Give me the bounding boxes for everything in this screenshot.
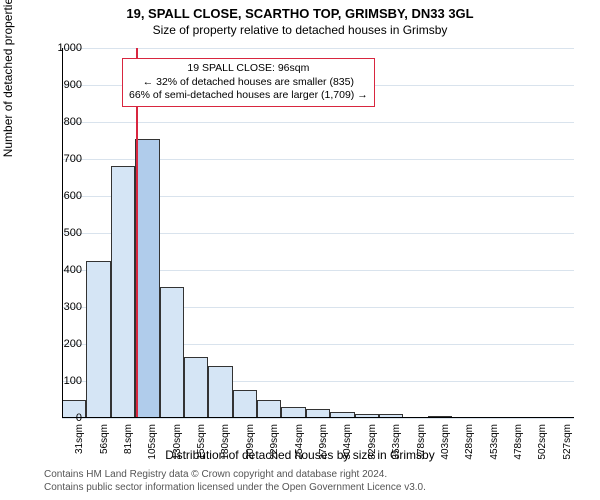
y-axis-title: Number of detached properties — [1, 0, 15, 157]
histogram-bar — [135, 139, 159, 418]
attribution-line2: Contains public sector information licen… — [44, 482, 426, 495]
page-title: 19, SPALL CLOSE, SCARTHO TOP, GRIMSBY, D… — [0, 0, 600, 21]
histogram-chart: 19 SPALL CLOSE: 96sqm ← 32% of detached … — [62, 48, 574, 418]
callout-line3: 66% of semi-detached houses are larger (… — [129, 89, 368, 103]
x-axis-title: Distribution of detached houses by size … — [0, 448, 600, 462]
histogram-bar — [184, 357, 208, 418]
y-tick-label: 300 — [42, 301, 82, 313]
y-tick-label: 600 — [42, 190, 82, 202]
y-tick-label: 1000 — [42, 42, 82, 54]
histogram-bar — [257, 400, 281, 419]
y-tick-label: 200 — [42, 338, 82, 350]
page-subtitle: Size of property relative to detached ho… — [0, 21, 600, 37]
histogram-bar — [160, 287, 184, 418]
y-tick-label: 0 — [42, 412, 82, 424]
y-tick-label: 700 — [42, 153, 82, 165]
y-tick-label: 500 — [42, 227, 82, 239]
attribution-line1: Contains HM Land Registry data © Crown c… — [44, 469, 426, 482]
callout-box: 19 SPALL CLOSE: 96sqm ← 32% of detached … — [122, 58, 375, 107]
y-tick-label: 900 — [42, 79, 82, 91]
histogram-bar — [111, 166, 135, 418]
attribution: Contains HM Land Registry data © Crown c… — [44, 469, 426, 494]
callout-line2: ← 32% of detached houses are smaller (83… — [129, 76, 368, 90]
histogram-bar — [208, 366, 232, 418]
x-axis-line — [62, 417, 574, 418]
y-tick-label: 400 — [42, 264, 82, 276]
histogram-bar — [233, 390, 257, 418]
y-tick-label: 800 — [42, 116, 82, 128]
gridline — [62, 418, 574, 419]
callout-line1: 19 SPALL CLOSE: 96sqm — [129, 62, 368, 76]
y-tick-label: 100 — [42, 375, 82, 387]
histogram-bar — [86, 261, 110, 418]
